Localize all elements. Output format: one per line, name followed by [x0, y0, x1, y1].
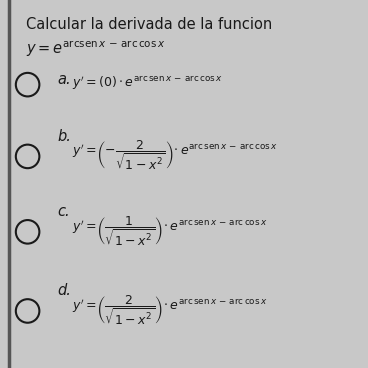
Text: d.: d.	[57, 283, 71, 298]
Text: a.: a.	[57, 72, 71, 87]
Text: Calcular la derivada de la funcion: Calcular la derivada de la funcion	[26, 17, 272, 32]
Text: c.: c.	[57, 204, 70, 219]
Text: $y' = \!\left(-\dfrac{2}{\sqrt{1-x^2}}\right)\!\cdot e^{\mathrm{arc\,sen}\,x\,-\: $y' = \!\left(-\dfrac{2}{\sqrt{1-x^2}}\r…	[72, 139, 278, 173]
Text: b.: b.	[57, 129, 71, 144]
Text: $y = e^{\mathrm{arcsen}\,x\,-\,\mathrm{arc\,cos}\,x}$: $y = e^{\mathrm{arcsen}\,x\,-\,\mathrm{a…	[26, 39, 165, 59]
Text: $y' = (0)\cdot e^{\mathrm{arc\,sen}\,x\,-\,\mathrm{arc\,cos}\,x}$: $y' = (0)\cdot e^{\mathrm{arc\,sen}\,x\,…	[72, 74, 222, 92]
Text: $y' = \!\left(\dfrac{2}{\sqrt{1-x^2}}\right)\!\cdot e^{\mathrm{arc\,sen}\,x\,-\,: $y' = \!\left(\dfrac{2}{\sqrt{1-x^2}}\ri…	[72, 294, 267, 328]
Text: $y' = \!\left(\dfrac{1}{\sqrt{1-x^2}}\right)\!\cdot e^{\mathrm{arc\,sen}\,x\,-\,: $y' = \!\left(\dfrac{1}{\sqrt{1-x^2}}\ri…	[72, 215, 267, 249]
